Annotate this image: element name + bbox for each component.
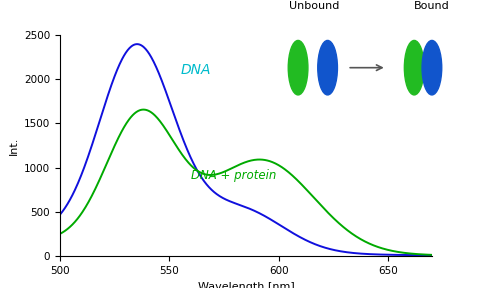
Text: DNA + protein: DNA + protein bbox=[192, 169, 276, 182]
Text: DNA: DNA bbox=[180, 63, 211, 77]
Ellipse shape bbox=[318, 40, 337, 95]
Text: Unbound: Unbound bbox=[288, 1, 339, 11]
Text: Bound: Bound bbox=[414, 1, 450, 11]
Ellipse shape bbox=[422, 40, 442, 95]
Ellipse shape bbox=[404, 40, 424, 95]
X-axis label: Wavelength [nm]: Wavelength [nm] bbox=[198, 282, 294, 288]
Y-axis label: Int.: Int. bbox=[9, 136, 18, 155]
Ellipse shape bbox=[288, 40, 308, 95]
